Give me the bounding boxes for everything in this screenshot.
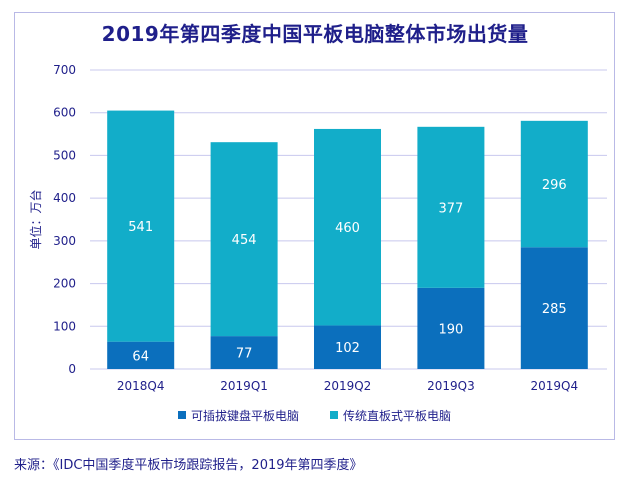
x-tick-label: 2019Q3 [427, 379, 475, 393]
y-tick-label: 500 [53, 148, 76, 162]
data-label: 377 [438, 201, 463, 216]
y-tick-label: 700 [53, 63, 76, 77]
bar-segment [314, 325, 381, 369]
x-tick-label: 2019Q2 [324, 379, 372, 393]
source-note: 来源：《IDC中国季度平板市场跟踪报告，2019年第四季度》 [14, 458, 363, 473]
bar-segment [417, 126, 485, 288]
chart-title: 2019年第四季度中国平板电脑整体市场出货量 [101, 22, 529, 46]
y-axis-label: 单位：万台 [28, 189, 43, 249]
bar-segment [210, 142, 278, 337]
legend-label: 可插拔键盘平板电脑 [191, 408, 299, 423]
x-tick-label: 2018Q4 [117, 379, 165, 393]
bar-segment [210, 336, 278, 369]
data-label: 190 [438, 322, 463, 337]
legend-swatch [330, 411, 338, 419]
y-tick-label: 400 [53, 191, 76, 205]
x-tick-label: 2019Q4 [530, 379, 578, 393]
y-tick-label: 100 [53, 319, 76, 333]
x-tick-label: 2019Q1 [220, 379, 268, 393]
y-tick-label: 0 [68, 362, 76, 376]
y-tick-label: 200 [53, 277, 76, 291]
y-tick-label: 300 [53, 234, 76, 248]
data-label: 102 [335, 341, 360, 356]
bar-segment [107, 110, 175, 342]
data-label: 64 [132, 349, 149, 364]
bar-segment [107, 341, 175, 369]
y-tick-label: 600 [53, 106, 76, 120]
bar-segment [520, 247, 588, 369]
data-label: 541 [128, 220, 153, 235]
data-label: 77 [236, 347, 253, 362]
chart-frame [14, 12, 615, 440]
data-label: 285 [542, 302, 567, 317]
legend-swatch [178, 411, 186, 419]
legend-label: 传统直板式平板电脑 [343, 408, 451, 423]
bar-segment [314, 128, 381, 326]
bar-segment [417, 287, 485, 369]
data-label: 460 [335, 221, 360, 236]
data-label: 296 [542, 178, 567, 193]
data-label: 454 [232, 233, 257, 248]
bar-segment [520, 120, 588, 248]
